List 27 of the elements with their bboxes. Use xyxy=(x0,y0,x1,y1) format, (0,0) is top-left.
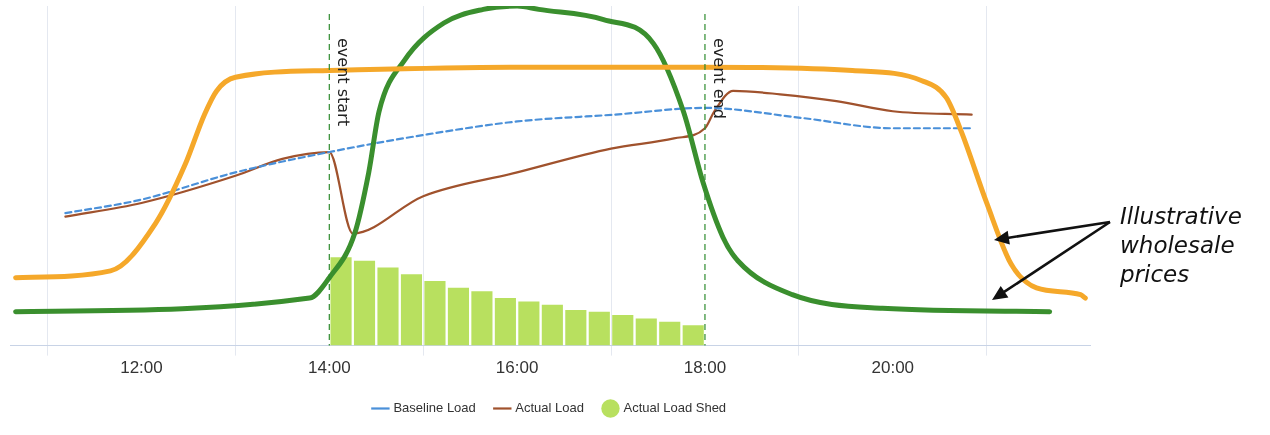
bar xyxy=(565,309,587,346)
bar xyxy=(612,315,634,346)
legend-label: Actual Load xyxy=(515,400,584,416)
bar xyxy=(353,260,376,346)
bar xyxy=(659,321,681,346)
bar xyxy=(588,311,610,346)
bar xyxy=(330,257,352,346)
legend-label: Baseline Load xyxy=(393,400,476,416)
x-tick-label: 20:00 xyxy=(871,358,915,378)
bar xyxy=(541,304,563,346)
ref-line-label: event end xyxy=(709,38,729,119)
ref-line-label: event start xyxy=(334,38,354,126)
bar xyxy=(400,274,423,346)
legend-label: Actual Load Shed xyxy=(623,400,727,416)
text: Illustrative wholesale prices xyxy=(1120,202,1243,289)
x-tick-label: 12:00 xyxy=(120,358,163,378)
x-tick-label: 16:00 xyxy=(495,358,539,378)
bar xyxy=(471,291,493,346)
bar xyxy=(518,301,540,346)
bar xyxy=(494,298,516,346)
x-tick-label: 14:00 xyxy=(308,358,351,378)
bar xyxy=(635,318,657,346)
bar xyxy=(424,281,446,346)
bar xyxy=(682,325,704,346)
bar xyxy=(377,267,399,346)
bar xyxy=(447,287,469,346)
x-tick-label: 18:00 xyxy=(683,358,727,378)
